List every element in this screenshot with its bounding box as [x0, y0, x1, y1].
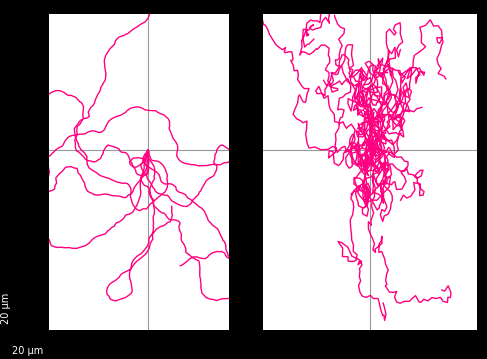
Text: 20 μm: 20 μm — [1, 293, 11, 325]
Text: 20 μm: 20 μm — [12, 346, 44, 356]
